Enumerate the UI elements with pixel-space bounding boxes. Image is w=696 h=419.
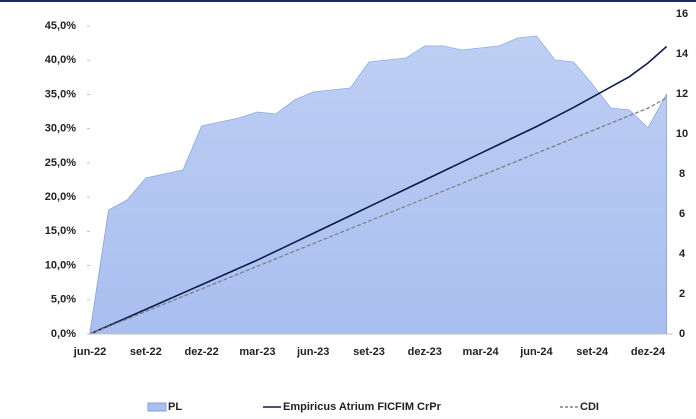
x-tick-label: dez-22 [184,346,218,358]
pl-area-shade [90,36,667,334]
y-tick-label: 20,0% [45,191,76,203]
x-tick-label: jun-24 [519,346,553,358]
y2-tick-label: 10 [676,128,688,140]
y2-tick-label: 14 [676,48,689,60]
y-tick-label: 5,0% [51,294,76,306]
x-tick-label: dez-24 [631,346,666,358]
x-tick-label: set-24 [576,346,609,358]
x-tick-label: jun-22 [73,346,106,358]
y2-tick-label: 4 [679,248,686,260]
legend-label: PL [168,401,182,413]
y2-tick-label: 16 [676,8,688,20]
y-tick-label: 10,0% [45,259,76,271]
x-tick-label: dez-23 [408,346,442,358]
x-tick-label: set-22 [130,346,162,358]
y-tick-label: 40,0% [45,54,76,66]
x-tick-label: jun-23 [296,346,329,358]
y2-tick-label: 2 [679,288,685,300]
fund-line [89,45,668,335]
y2-tick-label: 6 [679,208,685,220]
y-tick-label: 15,0% [45,225,76,237]
legend-label: Empiricus Atrium FICFIM CrPr [283,401,442,413]
y2-tick-label: 12 [676,88,688,100]
y-tick-label: 35,0% [45,88,76,100]
x-tick-label: mar-23 [239,346,275,358]
legend-label: CDI [580,401,599,413]
y-tick-label: 0,0% [51,328,76,340]
top-bar [0,0,696,2]
x-tick-label: set-23 [353,346,385,358]
y2-tick-label: 0 [679,328,685,340]
y-tick-label: 45,0% [45,20,76,32]
y-tick-label: 25,0% [45,157,76,169]
y-tick-label: 30,0% [45,123,76,135]
cdi-line [89,97,667,335]
x-tick-label: mar-24 [463,346,500,358]
y2-tick-label: 8 [679,168,685,180]
legend-swatch [147,402,167,412]
